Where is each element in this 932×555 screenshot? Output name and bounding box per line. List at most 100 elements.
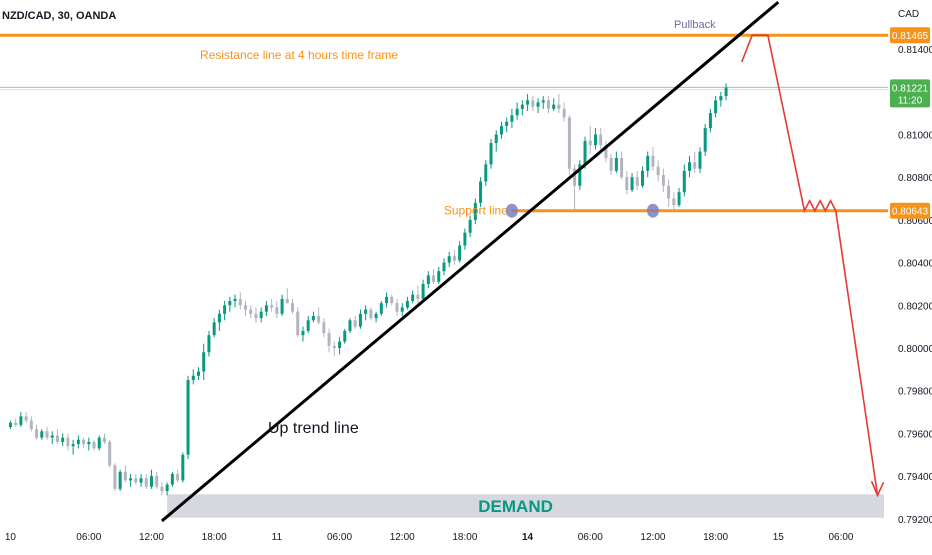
candle-body	[609, 157, 613, 171]
candle-body	[473, 202, 477, 220]
candle-body	[275, 307, 279, 314]
candle-body	[238, 298, 242, 306]
candle-body	[688, 162, 692, 171]
candle-body	[228, 301, 232, 306]
resistance-label: Resistance line at 4 hours time frame	[200, 48, 398, 62]
candle-body	[280, 298, 284, 314]
candle-body	[651, 155, 655, 167]
pivot-marker	[646, 203, 659, 218]
y-tick-label: 0.80600	[898, 216, 932, 227]
candle-body	[123, 471, 127, 481]
candle-body	[61, 437, 65, 442]
candle-body	[682, 170, 686, 193]
candle-body	[332, 345, 336, 348]
x-tick-label: 06:00	[828, 532, 853, 543]
candle-body	[385, 296, 389, 304]
candle-body	[102, 437, 106, 442]
candle-body	[583, 140, 587, 165]
x-tick-label: 10	[5, 532, 17, 543]
countdown-badge: 11:20	[898, 95, 923, 106]
candle-body	[311, 315, 315, 321]
candle-body	[343, 330, 347, 342]
support-label: Support line	[444, 204, 508, 218]
candle-body	[264, 305, 268, 312]
candle-body	[338, 341, 342, 348]
candle-body	[635, 177, 639, 186]
candle-body	[181, 454, 185, 481]
up-trend-line[interactable]	[160, 0, 780, 523]
demand-zone	[167, 494, 884, 518]
x-tick-label: 12:00	[390, 532, 415, 543]
candle-body	[92, 441, 96, 449]
current-price-badge-bg	[890, 79, 930, 108]
support-badge-bg	[890, 202, 930, 219]
candle-body	[625, 177, 629, 191]
x-tick-label: 14	[522, 532, 534, 543]
candle-body	[353, 320, 357, 327]
y-tick-label: 0.81400	[898, 45, 932, 56]
pivot-marker	[505, 203, 518, 218]
up-trend-label: Up trend line	[268, 420, 359, 437]
candle-body	[249, 309, 253, 314]
x-tick-label: 18:00	[703, 532, 728, 543]
candle-body	[19, 416, 23, 425]
x-tick-label: 11	[272, 532, 283, 543]
candle-body	[139, 478, 143, 483]
candle-body	[296, 311, 300, 336]
candle-body	[71, 444, 75, 447]
candle-body	[186, 380, 190, 455]
candle-body	[557, 104, 561, 109]
candle-body	[144, 478, 148, 487]
candle-body	[259, 311, 263, 319]
candle-body	[50, 435, 54, 438]
x-tick-label: 15	[773, 532, 785, 543]
candle-body	[667, 185, 671, 199]
candle-body	[55, 435, 59, 442]
candle-body	[708, 113, 712, 129]
candle-body	[536, 102, 540, 107]
candle-body	[390, 296, 394, 304]
candle-body	[515, 108, 519, 116]
y-tick-label: 0.79400	[898, 472, 932, 483]
candle-body	[698, 151, 702, 169]
candle-body	[719, 96, 723, 101]
resistance-badge-bg	[890, 27, 930, 44]
candle-body	[541, 100, 545, 103]
candle-body	[395, 303, 399, 312]
candle-body	[620, 157, 624, 178]
candle-body	[29, 420, 33, 430]
candle-body	[129, 478, 133, 481]
candle-body	[656, 166, 660, 176]
candle-body	[552, 104, 556, 109]
y-tick-label: 0.80400	[898, 259, 932, 270]
pullback-label: Pullback	[674, 19, 716, 31]
candle-body	[421, 283, 425, 299]
projection-arrowhead	[870, 480, 885, 498]
candle-body	[223, 305, 227, 314]
candles-group	[8, 83, 728, 496]
candle-body	[113, 465, 117, 489]
candle-body	[520, 104, 524, 109]
candle-body	[165, 484, 169, 492]
candle-body	[306, 320, 310, 331]
candle-body	[155, 476, 159, 487]
current-price-badge: 0.81221	[892, 83, 929, 94]
candle-body	[176, 473, 180, 481]
candle-body	[233, 298, 237, 302]
candle-body	[463, 232, 467, 246]
candle-body	[567, 117, 571, 169]
candle-body	[82, 439, 86, 445]
x-tick-label: 12:00	[139, 532, 164, 543]
candle-body	[614, 157, 618, 171]
candle-body	[593, 134, 597, 146]
candle-body	[322, 322, 326, 334]
x-tick-label: 18:00	[202, 532, 227, 543]
candle-body	[285, 298, 289, 304]
y-tick-label: 0.79600	[898, 429, 932, 440]
candle-body	[714, 100, 718, 114]
candle-body	[677, 192, 681, 205]
y-tick-label: 0.79800	[898, 387, 932, 398]
candle-body	[191, 375, 195, 381]
